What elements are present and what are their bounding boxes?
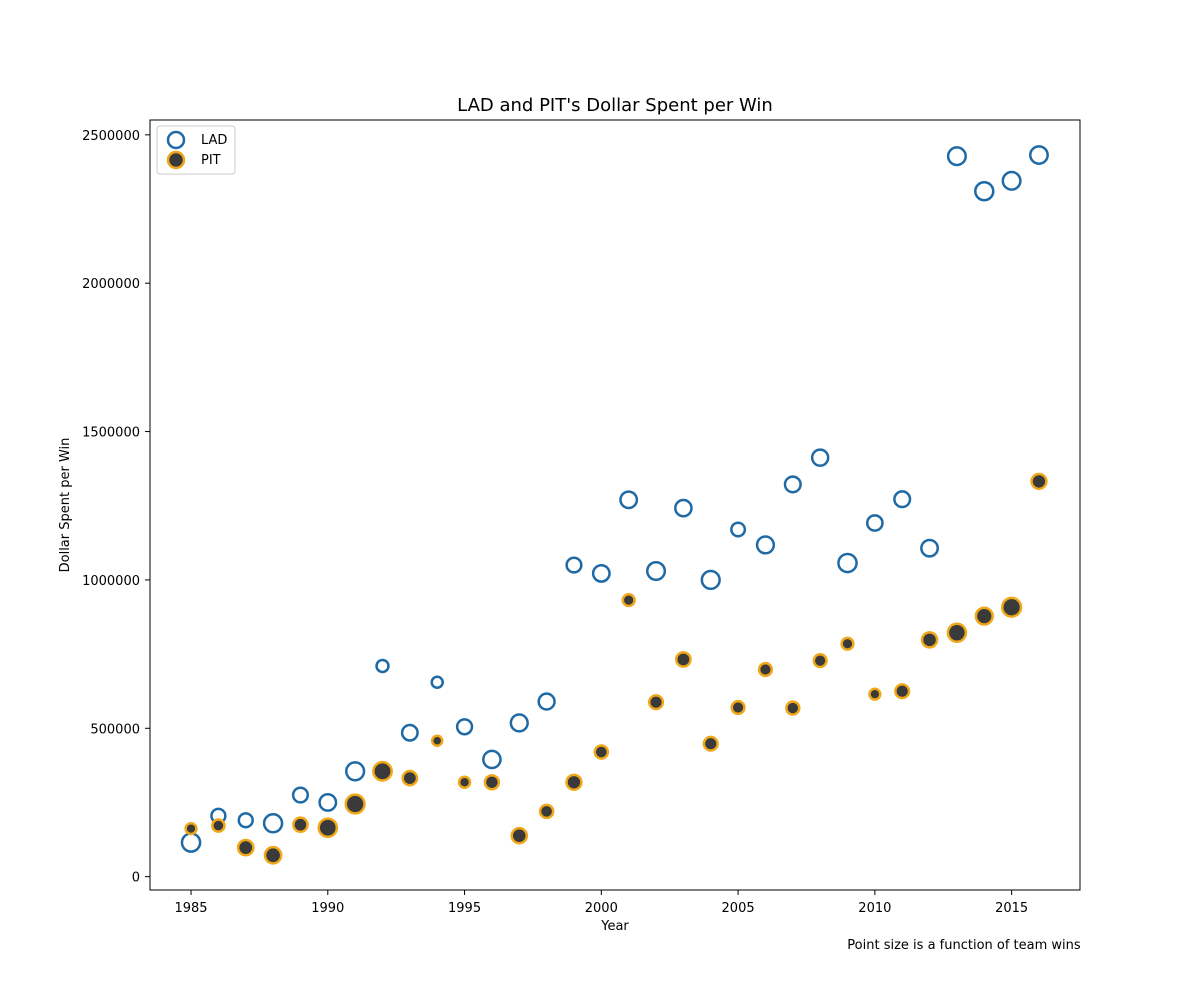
point-lad-1999: [565, 556, 583, 574]
x-tick-label: 2010: [858, 901, 891, 916]
chart-caption: Point size is a function of team wins: [847, 938, 1081, 953]
y-tick-label: 2500000: [82, 129, 140, 144]
point-lad-2001: [619, 490, 639, 510]
y-axis: 0 500000 1000000 1500000 2000000 2500000: [82, 129, 150, 886]
x-tick-label: 2015: [995, 901, 1028, 916]
y-tick-label: 500000: [90, 722, 140, 737]
point-lad-1993: [400, 723, 419, 742]
point-pit-1985: [184, 821, 198, 836]
point-lad-2015: [1001, 170, 1022, 191]
x-tick-label: 1985: [174, 901, 207, 916]
point-pit-2001: [621, 592, 636, 608]
point-lad-2007: [783, 475, 802, 494]
point-pit-2009: [840, 636, 855, 651]
series-pit: [184, 472, 1048, 865]
point-pit-1993: [401, 769, 419, 787]
point-pit-1988: [263, 845, 283, 865]
point-lad-1990: [318, 793, 338, 812]
point-pit-2002: [647, 694, 665, 711]
legend: LAD PIT: [156, 125, 236, 175]
point-pit-2007: [785, 700, 801, 716]
point-pit-2006: [757, 661, 774, 678]
point-pit-1989: [292, 816, 309, 834]
point-lad-2008: [810, 448, 830, 467]
x-tick-label: 2000: [585, 901, 618, 916]
point-lad-1996: [482, 749, 502, 770]
point-lad-1987: [237, 812, 254, 829]
point-pit-2016: [1030, 472, 1048, 491]
point-pit-1990: [317, 817, 339, 839]
point-pit-1997: [510, 826, 529, 845]
point-pit-1987: [236, 838, 255, 857]
x-axis-label: Year: [600, 919, 629, 934]
x-axis: 1985 1990 1995 2000 2005 2010 2015: [174, 890, 1028, 916]
series-lad: [180, 145, 1049, 853]
point-pit-2004: [702, 735, 719, 752]
y-tick-label: 1000000: [82, 574, 140, 589]
point-lad-2011: [893, 490, 912, 509]
legend-marker-pit: [166, 150, 186, 170]
point-lad-2006: [755, 535, 776, 555]
point-pit-1994: [430, 734, 444, 747]
point-pit-2005: [730, 699, 746, 716]
chart-title: LAD and PIT's Dollar Spent per Win: [457, 95, 773, 116]
legend-label-pit: PIT: [201, 153, 221, 168]
point-pit-1996: [483, 774, 501, 791]
point-pit-1992: [372, 760, 393, 782]
x-tick-label: 2005: [722, 901, 755, 916]
point-pit-1995: [457, 775, 472, 790]
y-axis-label: Dollar Spent per Win: [58, 438, 73, 573]
point-pit-2003: [675, 651, 692, 668]
plot-area: [149, 119, 1081, 891]
legend-marker-lad: [166, 130, 186, 150]
point-pit-2013: [946, 622, 968, 643]
point-lad-1998: [537, 692, 556, 711]
point-lad-2013: [946, 146, 967, 167]
point-lad-2002: [645, 560, 667, 582]
data-points: [180, 145, 1049, 865]
point-lad-1994: [430, 675, 444, 690]
point-lad-2010: [865, 514, 884, 532]
point-pit-1999: [565, 773, 583, 791]
point-lad-2003: [674, 498, 693, 518]
point-lad-2005: [730, 521, 747, 538]
point-lad-1992: [375, 658, 390, 674]
point-pit-2000: [593, 744, 610, 760]
point-pit-2014: [974, 606, 994, 626]
y-tick-label: 2000000: [82, 277, 140, 292]
point-pit-2015: [1000, 596, 1023, 618]
point-lad-2000: [591, 563, 611, 583]
point-lad-2009: [837, 552, 858, 574]
point-pit-1991: [344, 793, 366, 815]
point-pit-1986: [211, 818, 226, 833]
y-tick-label: 0: [132, 871, 140, 886]
point-lad-1997: [509, 713, 529, 733]
point-pit-2010: [868, 687, 882, 701]
x-tick-label: 1990: [311, 901, 344, 916]
x-tick-label: 1995: [448, 901, 481, 916]
point-pit-2008: [812, 653, 828, 669]
point-lad-1995: [455, 718, 474, 736]
point-lad-1989: [291, 786, 310, 804]
point-pit-2012: [920, 631, 939, 649]
point-lad-2016: [1029, 145, 1049, 165]
point-lad-1985: [180, 832, 202, 853]
point-lad-1988: [262, 813, 284, 834]
point-lad-2004: [700, 569, 721, 591]
point-pit-2011: [894, 683, 911, 700]
legend-label-lad: LAD: [201, 133, 227, 148]
point-lad-2014: [974, 180, 995, 202]
point-lad-2012: [920, 538, 940, 558]
y-tick-label: 1500000: [82, 426, 140, 441]
point-pit-1998: [538, 803, 555, 820]
point-lad-1991: [345, 761, 366, 782]
